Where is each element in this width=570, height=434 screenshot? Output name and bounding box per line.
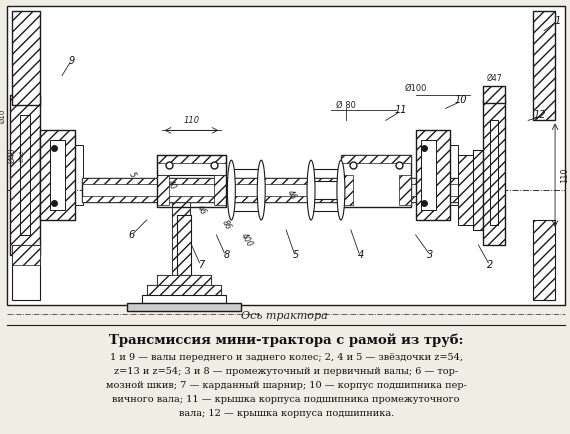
Bar [533, 11, 555, 120]
Bar [40, 130, 75, 220]
Text: мозной шкив; 7 — карданный шарнир; 10 — корпус подшипника пер-: мозной шкив; 7 — карданный шарнир; 10 — … [105, 381, 467, 390]
Text: Ось трактора: Ось трактора [241, 311, 328, 321]
Text: вала; 12 — крышка корпуса подшипника.: вала; 12 — крышка корпуса подшипника. [178, 409, 394, 418]
Bar [157, 175, 169, 205]
Bar [177, 215, 190, 275]
Bar [458, 155, 474, 225]
Bar [474, 150, 483, 230]
Bar [490, 120, 498, 225]
Text: 40: 40 [165, 179, 178, 191]
Text: вичного вала; 11 — крышка корпуса подшипника промежуточного: вичного вала; 11 — крышка корпуса подшип… [112, 395, 460, 404]
Bar [12, 11, 40, 105]
Text: 110: 110 [560, 167, 569, 183]
Text: Ø10: Ø10 [19, 149, 24, 161]
Bar [421, 140, 435, 210]
Bar [533, 220, 555, 299]
Text: 110: 110 [184, 116, 199, 125]
Bar [10, 95, 40, 255]
Bar [172, 190, 189, 280]
Bar [341, 155, 410, 163]
Bar [483, 85, 505, 103]
Text: 11: 11 [394, 105, 407, 115]
Bar [474, 150, 483, 230]
Text: Ø 80: Ø 80 [336, 101, 356, 110]
Bar [82, 178, 481, 202]
Text: Ø10: Ø10 [0, 108, 5, 122]
Bar [12, 245, 40, 299]
Bar [83, 183, 213, 197]
Bar [40, 130, 75, 220]
Ellipse shape [227, 160, 235, 220]
Text: 4: 4 [358, 250, 364, 260]
Bar [20, 115, 30, 235]
Text: Ø47: Ø47 [486, 73, 502, 82]
Text: 10: 10 [454, 95, 467, 105]
Bar [398, 175, 410, 205]
Bar [177, 215, 190, 275]
Bar [50, 140, 65, 210]
Bar [490, 120, 498, 225]
Bar [10, 95, 40, 255]
Bar [450, 145, 458, 205]
Text: 12: 12 [534, 110, 547, 120]
Bar [311, 181, 341, 199]
Text: 5: 5 [127, 171, 137, 180]
Bar [172, 190, 189, 280]
Bar [7, 6, 565, 305]
Bar [150, 185, 209, 197]
Text: 1: 1 [555, 16, 561, 26]
Text: Ø40: Ø40 [7, 148, 17, 163]
Bar [214, 175, 226, 205]
Text: 46: 46 [285, 189, 298, 201]
Bar [458, 155, 474, 225]
Text: 400: 400 [239, 231, 254, 249]
Bar [150, 185, 209, 197]
Text: Трансмиссия мини-трактора с рамой из труб:: Трансмиссия мини-трактора с рамой из тру… [109, 334, 463, 347]
Text: 7: 7 [198, 260, 205, 270]
Bar [75, 145, 83, 205]
Bar [127, 302, 241, 311]
Bar [20, 115, 30, 235]
Text: 86: 86 [220, 218, 233, 231]
Bar [483, 85, 505, 103]
Bar [12, 245, 40, 265]
Bar [157, 275, 211, 285]
Bar [483, 100, 505, 245]
Bar [533, 11, 555, 120]
Bar [483, 100, 505, 245]
Bar [416, 130, 450, 220]
Ellipse shape [337, 160, 345, 220]
Bar [82, 178, 481, 184]
Bar [533, 220, 555, 299]
Text: z=13 и z=54; 3 и 8 — промежуточный и первичный валы; 6 — тор-: z=13 и z=54; 3 и 8 — промежуточный и пер… [114, 367, 458, 376]
Text: Ø100: Ø100 [405, 83, 427, 92]
Bar [146, 285, 221, 295]
Text: 8: 8 [223, 250, 230, 260]
Text: 46: 46 [195, 204, 208, 217]
Bar [142, 295, 226, 302]
Text: 5: 5 [293, 250, 299, 260]
Bar [231, 181, 261, 199]
Ellipse shape [257, 160, 265, 220]
Text: 2: 2 [487, 260, 494, 270]
Bar [416, 130, 450, 220]
Text: 6: 6 [129, 230, 135, 240]
Bar [82, 196, 481, 202]
Text: 1 и 9 — валы переднего и заднего колес; 2, 4 и 5 — звёздочки z=54,: 1 и 9 — валы переднего и заднего колес; … [109, 353, 463, 362]
Text: 3: 3 [428, 250, 434, 260]
Bar [157, 275, 211, 285]
Bar [341, 175, 353, 205]
Bar [146, 285, 221, 295]
Ellipse shape [307, 160, 315, 220]
Bar [341, 155, 410, 207]
Text: 9: 9 [69, 56, 75, 66]
Bar [12, 11, 40, 105]
Bar [157, 155, 226, 163]
Bar [157, 155, 226, 207]
Bar [157, 155, 226, 175]
